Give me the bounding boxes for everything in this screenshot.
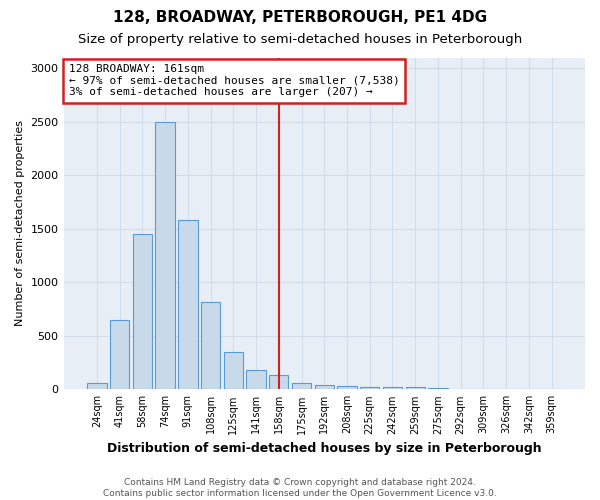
Bar xyxy=(269,376,289,390)
Bar xyxy=(428,388,448,390)
Text: Contains HM Land Registry data © Crown copyright and database right 2024.
Contai: Contains HM Land Registry data © Crown c… xyxy=(103,478,497,498)
Bar xyxy=(224,352,243,390)
Bar xyxy=(87,384,107,390)
Text: 128 BROADWAY: 161sqm
← 97% of semi-detached houses are smaller (7,538)
3% of sem: 128 BROADWAY: 161sqm ← 97% of semi-detac… xyxy=(69,64,400,98)
Text: 128, BROADWAY, PETERBOROUGH, PE1 4DG: 128, BROADWAY, PETERBOROUGH, PE1 4DG xyxy=(113,10,487,25)
Y-axis label: Number of semi-detached properties: Number of semi-detached properties xyxy=(15,120,25,326)
Bar xyxy=(383,387,402,390)
Bar xyxy=(314,385,334,390)
X-axis label: Distribution of semi-detached houses by size in Peterborough: Distribution of semi-detached houses by … xyxy=(107,442,542,455)
Text: Size of property relative to semi-detached houses in Peterborough: Size of property relative to semi-detach… xyxy=(78,32,522,46)
Bar xyxy=(247,370,266,390)
Bar xyxy=(155,122,175,390)
Bar xyxy=(337,386,356,390)
Bar xyxy=(292,383,311,390)
Bar xyxy=(406,387,425,390)
Bar xyxy=(110,320,130,390)
Bar xyxy=(360,386,379,390)
Bar xyxy=(201,302,220,390)
Bar xyxy=(133,234,152,390)
Bar xyxy=(178,220,197,390)
